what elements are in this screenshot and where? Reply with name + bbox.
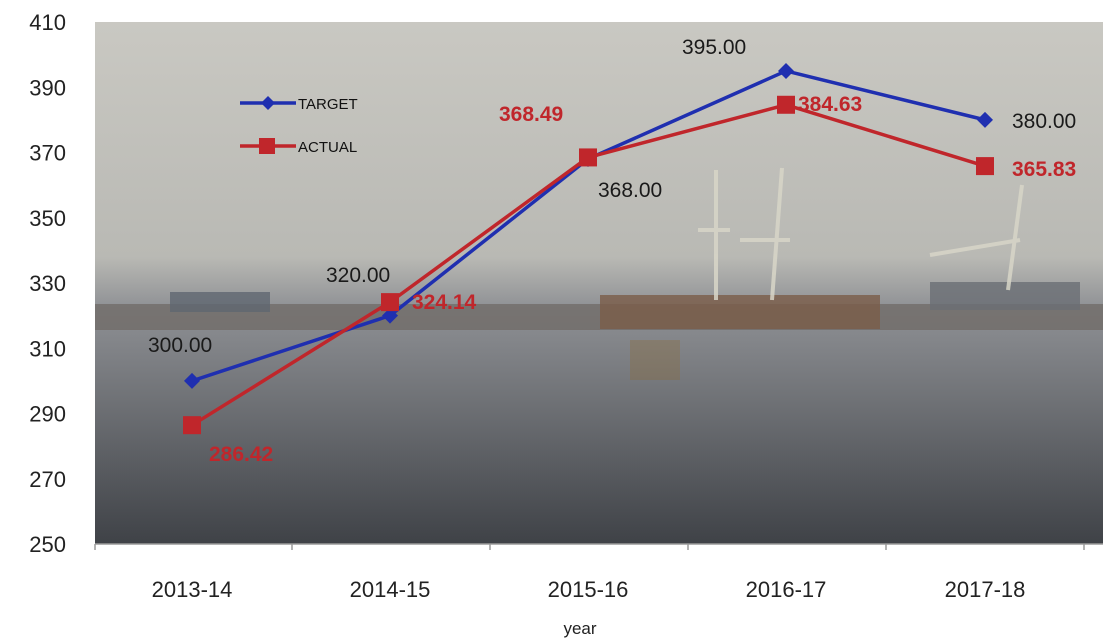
data-point-actual — [183, 416, 201, 435]
data-label-target: 300.00 — [148, 334, 212, 357]
y-tick-label: 370 — [29, 141, 66, 166]
y-tick-label: 330 — [29, 271, 66, 296]
data-point-actual — [976, 157, 994, 176]
data-label-target: 320.00 — [326, 264, 390, 287]
data-label-actual: 324.14 — [412, 291, 477, 314]
y-tick-label: 310 — [29, 336, 66, 361]
series-layer — [183, 62, 994, 435]
data-point-actual — [579, 148, 597, 167]
data-label-actual: 384.63 — [798, 93, 862, 116]
data-label-actual: 368.49 — [499, 103, 563, 126]
x-axis: 2013-14 2014-15 2015-16 2016-17 2017-18 — [94, 543, 1103, 602]
x-tick-label: 2013-14 — [152, 577, 233, 602]
data-point-actual — [381, 293, 399, 312]
data-point-target — [778, 62, 794, 79]
y-tick-label: 350 — [29, 206, 66, 231]
x-axis-title: year — [563, 619, 596, 638]
x-tick-label: 2014-15 — [350, 577, 431, 602]
data-label-actual: 286.42 — [209, 443, 273, 466]
x-tick-label: 2015-16 — [548, 577, 629, 602]
data-point-target — [382, 307, 398, 324]
legend-label-actual: ACTUAL — [298, 139, 357, 156]
data-label-target: 380.00 — [1012, 110, 1076, 133]
data-label-actual: 365.83 — [1012, 158, 1076, 181]
y-tick-label: 290 — [29, 402, 66, 427]
data-label-target: 395.00 — [682, 36, 746, 59]
y-tick-label: 250 — [29, 532, 66, 557]
data-point-target — [977, 111, 993, 128]
legend: TARGET ACTUAL — [240, 96, 358, 156]
data-point-actual — [777, 95, 795, 114]
data-point-target — [184, 372, 200, 389]
y-tick-label: 410 — [29, 10, 66, 35]
data-labels: 300.00 320.00 368.00 395.00 380.00 286.42 324.… — [148, 36, 1076, 466]
y-tick-label: 270 — [29, 467, 66, 492]
y-axis: 250 270 290 310 330 350 370 390 410 — [29, 10, 66, 557]
y-tick-label: 390 — [29, 75, 66, 100]
legend-label-target: TARGET — [298, 96, 358, 113]
data-label-target: 368.00 — [598, 179, 662, 202]
x-tick-label: 2017-18 — [945, 577, 1026, 602]
legend-marker-actual — [259, 138, 275, 154]
legend-marker-target — [261, 96, 275, 110]
x-tick-label: 2016-17 — [746, 577, 827, 602]
